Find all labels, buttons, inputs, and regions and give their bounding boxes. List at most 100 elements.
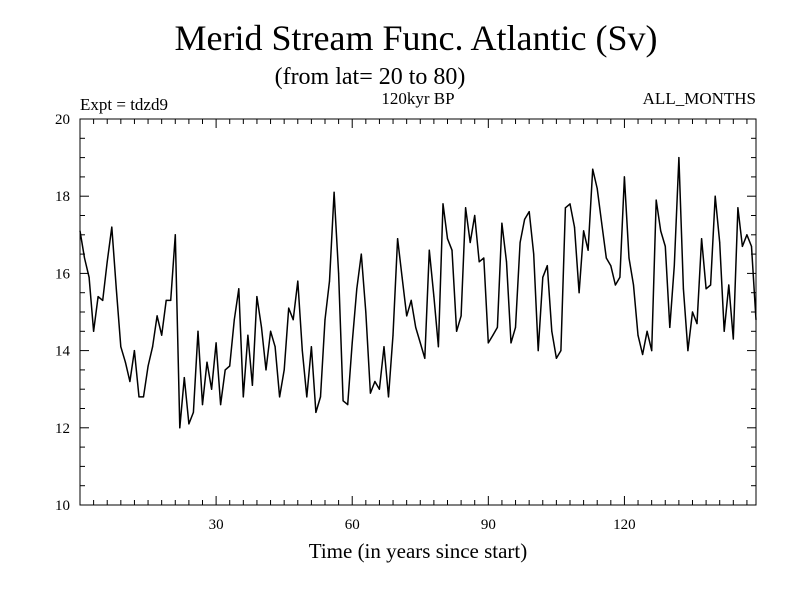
data-point (347, 404, 349, 406)
data-point (270, 330, 272, 332)
y-tick-label: 14 (55, 344, 71, 360)
data-point (691, 311, 694, 313)
data-point (469, 241, 471, 244)
data-point (619, 276, 621, 278)
data-point (351, 342, 353, 344)
data-point (306, 396, 308, 398)
data-point (397, 238, 399, 240)
data-point (242, 396, 244, 398)
data-point (460, 315, 462, 317)
data-point (197, 330, 199, 332)
data-point (592, 168, 594, 170)
data-point (406, 315, 408, 317)
data-point (583, 230, 585, 232)
data-point (551, 330, 553, 332)
data-point (637, 334, 639, 336)
data-point (224, 369, 226, 371)
data-point (424, 357, 426, 359)
data-point (106, 261, 108, 263)
series-line (79, 156, 757, 429)
data-point (528, 211, 530, 213)
data-point (651, 350, 653, 352)
data-point (165, 299, 167, 301)
data-point (456, 330, 458, 332)
data-point (601, 222, 603, 224)
data-point (446, 238, 449, 240)
data-point (142, 396, 145, 398)
data-point (247, 334, 249, 336)
data-point (632, 284, 635, 286)
data-point (714, 195, 716, 197)
data-point (215, 342, 217, 344)
data-point (360, 253, 362, 255)
data-point (97, 296, 99, 298)
data-point (673, 265, 675, 267)
data-point (387, 396, 390, 398)
data-point (419, 342, 421, 344)
data-point (283, 369, 285, 371)
data-point (301, 350, 303, 352)
plot-frame (79, 118, 757, 506)
data-point (451, 249, 453, 251)
data-point (174, 234, 176, 236)
data-point (179, 427, 181, 429)
data-point (152, 346, 154, 348)
data-point (623, 176, 626, 178)
data-point (120, 346, 122, 348)
series-group (79, 156, 757, 429)
data-point (669, 326, 671, 328)
data-point (315, 411, 317, 413)
data-point (124, 361, 126, 363)
data-point (392, 334, 394, 336)
axes-group (79, 118, 757, 506)
data-point (682, 288, 685, 290)
data-point (328, 280, 331, 282)
data-point (265, 369, 267, 371)
data-point (365, 311, 367, 313)
data-point (519, 241, 521, 244)
data-point (433, 296, 435, 298)
x-tick-label: 60 (345, 517, 360, 533)
data-point (514, 326, 517, 328)
data-point (415, 326, 417, 328)
x-tick-label: 30 (209, 517, 224, 533)
data-point (401, 276, 403, 278)
data-point (442, 203, 444, 205)
data-point (374, 380, 376, 383)
data-point (133, 350, 135, 352)
data-point (256, 296, 258, 298)
data-point (741, 245, 744, 247)
data-point (701, 238, 703, 240)
data-point (728, 284, 730, 286)
data-point (573, 226, 576, 228)
data-point (642, 353, 644, 356)
data-point (319, 396, 322, 398)
data-point (492, 334, 494, 336)
data-point (723, 330, 725, 332)
data-point (537, 350, 539, 352)
data-point (560, 350, 562, 352)
data-point (496, 326, 498, 328)
data-point (465, 207, 467, 209)
data-point (569, 203, 571, 205)
data-point (170, 299, 172, 301)
data-point (719, 241, 721, 244)
data-point (710, 284, 712, 286)
data-point (664, 245, 666, 247)
data-point (161, 334, 163, 336)
chart-title: Merid Stream Func. Atlantic (Sv) (175, 18, 658, 58)
x-tick-label: 90 (481, 517, 496, 533)
data-point (183, 377, 185, 379)
data-point (750, 245, 753, 247)
data-point (696, 323, 698, 325)
data-point (292, 319, 294, 321)
data-point (687, 350, 689, 352)
y-tick-label: 18 (55, 189, 70, 205)
data-point (555, 357, 558, 359)
data-point (655, 199, 657, 201)
data-point (229, 365, 231, 367)
period-annotation: 120kyr BP (381, 89, 454, 108)
data-point (129, 380, 131, 383)
y-tick-label: 10 (55, 498, 70, 514)
